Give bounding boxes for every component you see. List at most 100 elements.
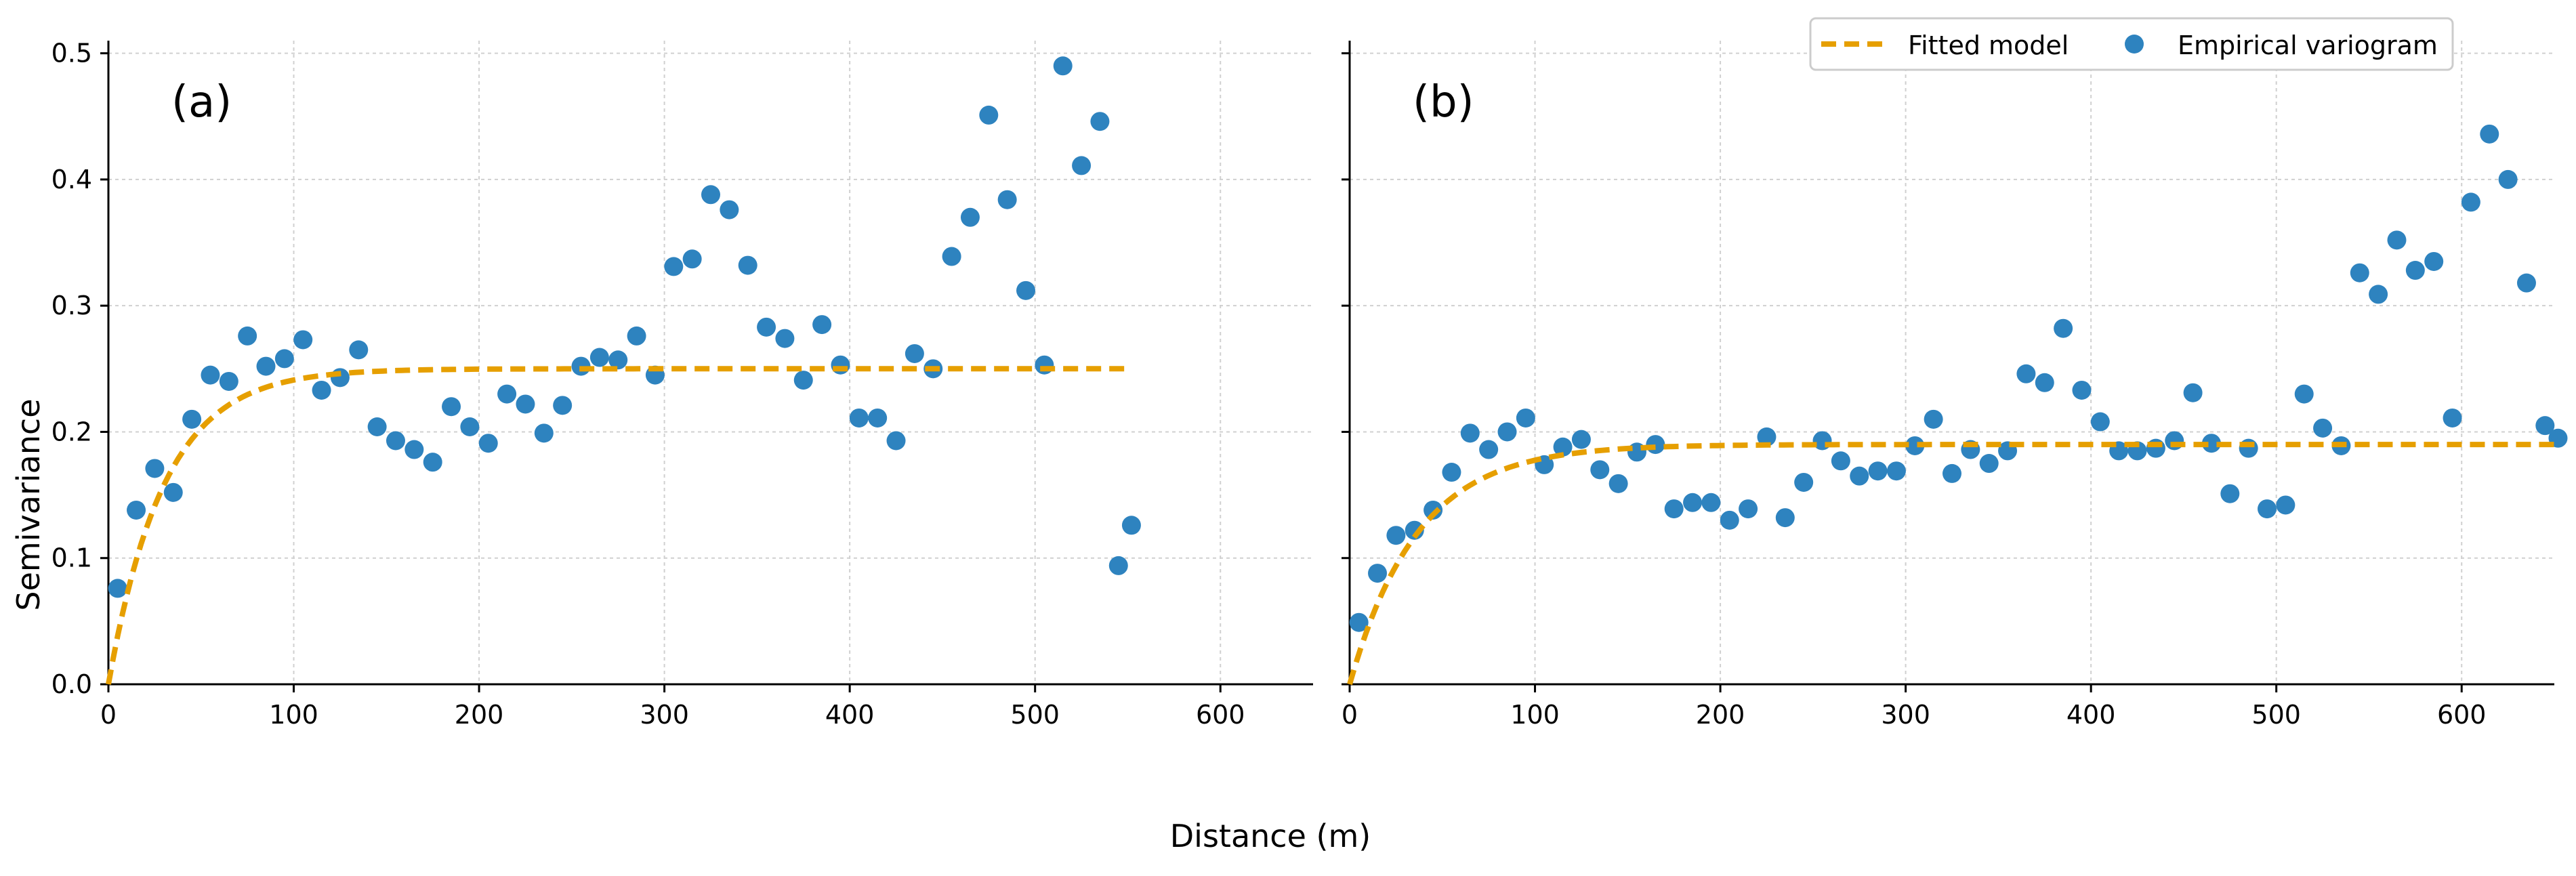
empirical-point-b-6 [1460, 423, 1480, 443]
y-tick-label-a-5: 0.5 [51, 39, 92, 68]
empirical-point-b-58 [2424, 251, 2444, 271]
empirical-point-b-38 [2054, 318, 2073, 338]
empirical-point-b-23 [1775, 508, 1795, 528]
empirical-point-b-24 [1794, 472, 1814, 492]
x-tick-label-a-5: 500 [1010, 700, 1060, 730]
empirical-point-a-41 [868, 408, 888, 427]
empirical-point-a-31 [682, 249, 702, 269]
empirical-point-a-1 [127, 500, 146, 520]
x-tick-label-a-3: 300 [640, 700, 689, 730]
empirical-point-a-47 [979, 105, 999, 125]
empirical-point-b-61 [2480, 124, 2499, 144]
empirical-point-a-32 [701, 185, 720, 205]
empirical-point-a-2 [145, 459, 165, 478]
x-axis-label: Distance (m) [1170, 818, 1371, 854]
empirical-point-a-36 [775, 329, 795, 348]
empirical-point-a-54 [1108, 556, 1128, 575]
y-tick-label-a-0: 0.0 [51, 669, 92, 699]
empirical-point-a-9 [274, 349, 294, 369]
empirical-point-a-11 [312, 380, 331, 400]
empirical-point-b-17 [1664, 499, 1684, 519]
empirical-point-b-20 [1720, 510, 1739, 530]
empirical-point-a-24 [553, 396, 573, 415]
y-tick-label-a-4: 0.4 [51, 165, 92, 194]
empirical-point-a-19 [460, 417, 480, 436]
empirical-point-b-50 [2276, 495, 2295, 515]
empirical-point-a-51 [1053, 56, 1073, 76]
empirical-point-b-51 [2294, 384, 2314, 404]
empirical-point-a-17 [423, 453, 442, 472]
empirical-point-b-64 [2535, 416, 2555, 436]
x-tick-label-b-0: 0 [1342, 700, 1358, 730]
empirical-point-a-38 [812, 315, 832, 335]
empirical-point-b-28 [1868, 461, 1888, 481]
panel-label-b: (b) [1413, 77, 1474, 127]
legend: Fitted model Empirical variogram [1809, 17, 2454, 71]
empirical-point-a-39 [831, 355, 850, 375]
legend-fitted-label: Fitted model [1908, 30, 2069, 60]
empirical-point-a-30 [664, 257, 684, 276]
y-tick-label-a-3: 0.3 [51, 291, 92, 320]
empirical-point-a-14 [367, 417, 387, 436]
y-tick-label-a-2: 0.2 [51, 417, 92, 446]
empirical-point-b-49 [2258, 499, 2277, 519]
empirical-point-a-46 [960, 207, 980, 227]
empirical-point-a-27 [608, 350, 628, 370]
empirical-point-a-42 [886, 431, 906, 451]
empirical-point-a-45 [942, 247, 961, 266]
empirical-point-b-37 [2035, 373, 2054, 392]
empirical-point-b-22 [1757, 427, 1777, 446]
empirical-point-a-0 [108, 579, 127, 598]
empirical-point-b-45 [2183, 383, 2203, 402]
empirical-point-b-31 [1924, 409, 1943, 429]
empirical-point-a-8 [256, 356, 276, 376]
empirical-point-a-18 [442, 397, 461, 417]
x-tick-label-b-2: 200 [1696, 700, 1745, 730]
empirical-point-a-40 [849, 408, 869, 427]
empirical-point-b-46 [2201, 434, 2221, 453]
empirical-point-b-18 [1683, 493, 1703, 512]
empirical-point-b-47 [2220, 484, 2240, 503]
empirical-point-b-59 [2443, 408, 2462, 427]
empirical-point-b-29 [1886, 461, 1906, 481]
x-tick-label-a-4: 400 [825, 700, 875, 730]
empirical-point-b-48 [2239, 438, 2258, 458]
empirical-point-b-9 [1516, 408, 1535, 427]
empirical-point-a-52 [1072, 156, 1092, 175]
y-tick-label-a-1: 0.1 [51, 543, 92, 573]
x-tick-label-b-4: 400 [2066, 700, 2116, 730]
empirical-point-b-57 [2405, 261, 2425, 280]
empirical-point-b-60 [2461, 192, 2480, 212]
empirical-point-b-11 [1553, 437, 1573, 457]
empirical-point-a-28 [627, 326, 646, 346]
empirical-point-a-37 [793, 371, 813, 390]
empirical-point-a-50 [1035, 355, 1054, 375]
empirical-point-b-32 [1943, 463, 1961, 483]
fitted-model-line-a [106, 366, 1131, 685]
empirical-point-b-12 [1571, 430, 1591, 449]
empirical-point-a-43 [905, 343, 924, 363]
x-tick-label-b-6: 600 [2437, 700, 2487, 730]
empirical-point-b-55 [2369, 285, 2388, 304]
panel-b: 0 100 200 300 400 500 600 (b) [1342, 41, 2568, 730]
x-tick-label-b-5: 500 [2251, 700, 2301, 730]
empirical-point-b-34 [1979, 454, 1999, 474]
empirical-point-b-30 [1905, 436, 1925, 455]
empirical-point-b-1 [1368, 564, 1388, 583]
empirical-point-a-49 [1016, 280, 1036, 300]
panel-a: 0 100 200 300 400 500 600 0.0 0.1 0.2 0.3 0.4 0.5 (a) [51, 39, 1313, 730]
empirical-point-a-10 [293, 330, 313, 350]
empirical-point-b-13 [1590, 460, 1610, 480]
x-tick-label-a-0: 0 [100, 700, 117, 730]
empirical-point-b-21 [1739, 499, 1758, 519]
x-tick-label-b-1: 100 [1510, 700, 1560, 730]
x-tick-label-a-1: 100 [269, 700, 318, 730]
legend-empirical-swatch [2125, 35, 2144, 54]
empirical-point-a-26 [589, 348, 609, 367]
empirical-point-b-2 [1386, 526, 1406, 545]
empirical-point-b-54 [2350, 263, 2369, 283]
empirical-point-b-7 [1479, 440, 1499, 459]
empirical-point-b-44 [2165, 431, 2184, 451]
empirical-point-b-40 [2090, 412, 2110, 432]
